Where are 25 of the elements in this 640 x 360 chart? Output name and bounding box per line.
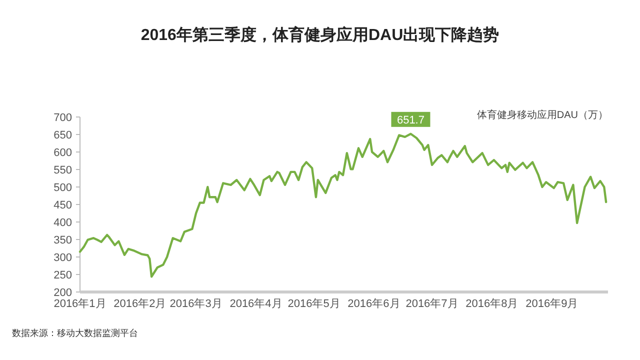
y-tick-label: 350 (54, 234, 72, 246)
x-tick-label: 2016年6月 (348, 298, 400, 310)
x-tick-label: 2016年1月 (54, 298, 106, 310)
y-tick-label: 500 (54, 182, 72, 194)
x-tick-label: 2016年5月 (288, 298, 340, 310)
annotation: 651.7 (396, 114, 424, 126)
y-tick-label: 450 (54, 200, 72, 212)
y-tick-label: 400 (54, 217, 72, 229)
y-tick-label: 550 (54, 164, 72, 176)
y-tick-label: 650 (54, 130, 72, 142)
chart-title: 2016年第三季度，体育健身应用DAU出现下降趋势 (140, 25, 500, 44)
y-tick-label: 250 (54, 270, 72, 282)
x-tick-label: 2016年4月 (230, 298, 282, 310)
y-tick-label: 600 (54, 147, 72, 159)
y-tick-label: 300 (54, 252, 72, 264)
y-tick-label: 700 (54, 112, 72, 124)
x-tick-label: 2016年8月 (466, 298, 518, 310)
x-tick-label: 2016年3月 (170, 298, 222, 310)
source-note: 数据来源：移动大数据监测平台 (12, 328, 138, 338)
x-tick-label: 2016年9月 (526, 298, 578, 310)
y-axis-title: 体育健身移动应用DAU（万） (476, 109, 608, 121)
line-series (78, 132, 608, 278)
x-tick-label: 2016年7月 (406, 298, 458, 310)
x-tick-label: 2016年2月 (114, 298, 166, 310)
y-tick-label: 200 (54, 287, 72, 299)
